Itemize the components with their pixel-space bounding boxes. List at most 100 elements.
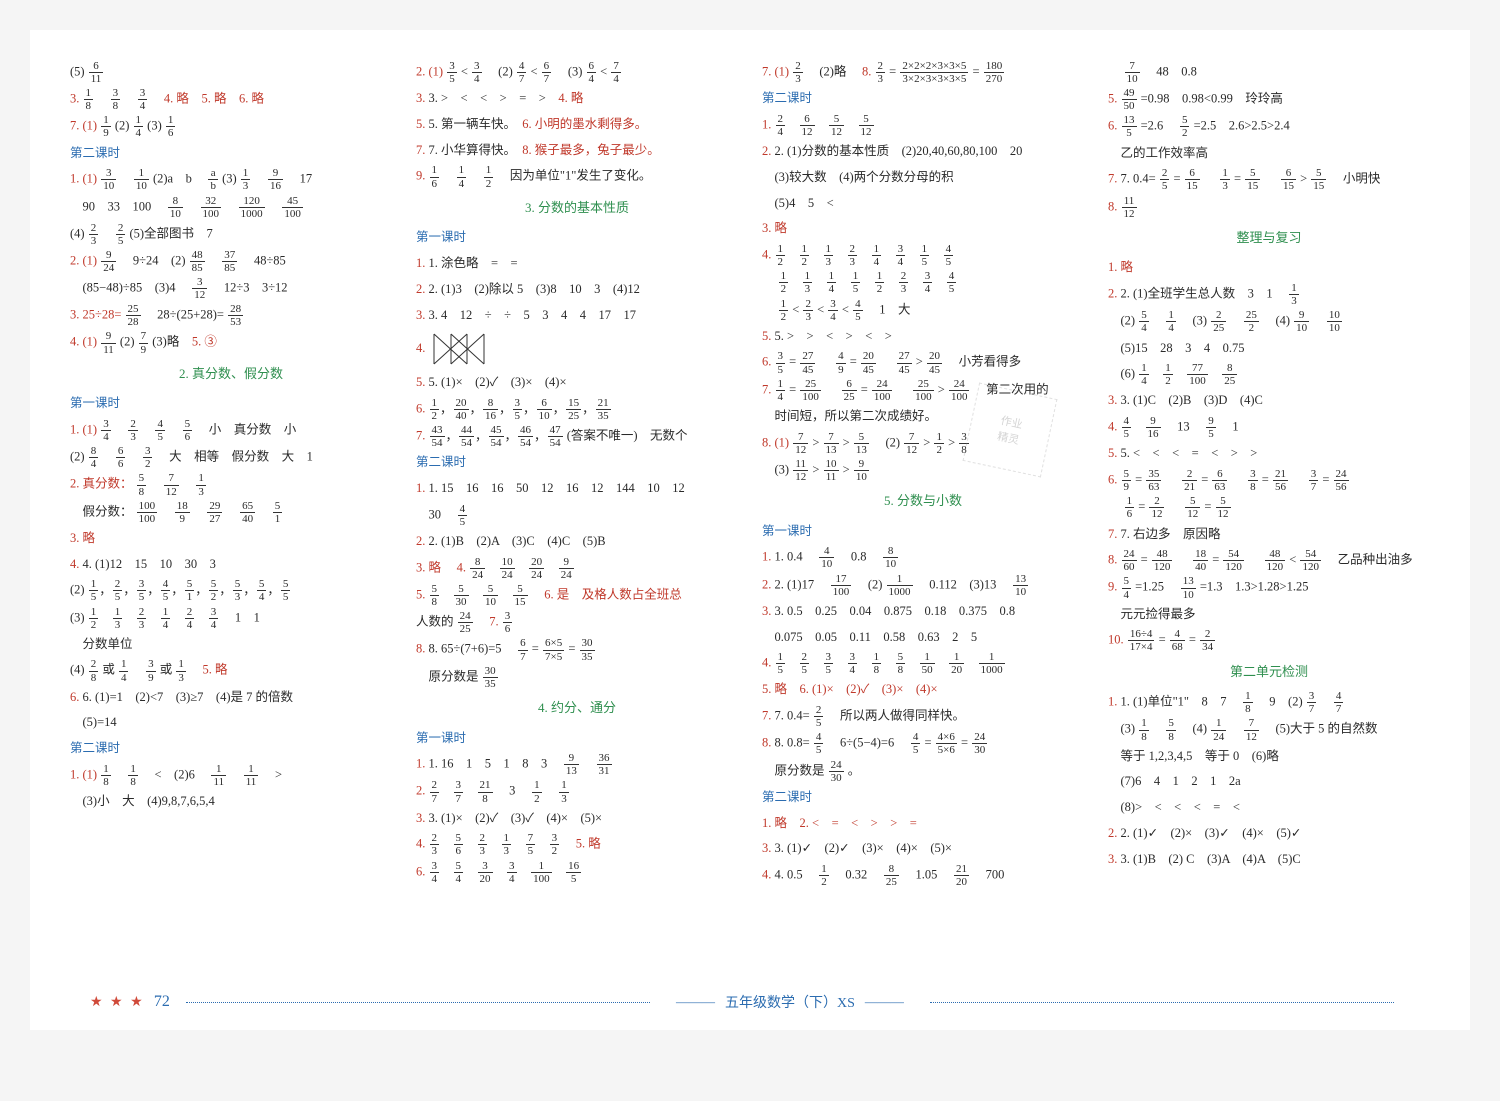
c2-l5: 9. 16 14 12 因为单位"1"发生了变化。 <box>416 164 738 189</box>
page-footer: ★ ★ ★ 72 ——— 五年级数学（下）XS ——— <box>30 992 1470 1012</box>
c2-sec1: 3. 分数的基本性质 <box>416 196 738 221</box>
c1-h3: 第二课时 <box>70 737 392 761</box>
c2-l17: 5. 58 530 510 515 6. 是 及格人数占全班总 <box>416 583 738 608</box>
c4-l20: 元元捡得最多 <box>1108 603 1430 627</box>
c4-l21: 10. 16÷417×4 = 468 = 234 <box>1108 628 1430 653</box>
c3-l5: (5)4 5 < <box>762 192 1084 216</box>
c1-l15: 3. 略 <box>70 527 392 551</box>
footer-bar-right: ——— <box>865 994 904 1010</box>
c2-l21: 1. 1. 16 1 5 1 8 3 913 3631 <box>416 752 738 777</box>
c4-l28: 3. 3. (1)B (2) C (3)A (4)A (5)C <box>1108 848 1430 872</box>
footer-center-label: 五年级数学（下）XS <box>725 992 855 1012</box>
page-number: 72 <box>154 993 170 1010</box>
c3-l10: 5. 5. > > < > < > <box>762 325 1084 349</box>
c2-l8: 3. 3. 4 12 ÷ ÷ 5 3 4 4 17 17 <box>416 304 738 328</box>
c3-h1: 第二课时 <box>762 87 1084 111</box>
c1-l19: 分数单位 <box>70 633 392 657</box>
c3-l21: 5. 略 6. (1)× (2)✓ (3)× (4)× <box>762 678 1084 702</box>
c2-l2: 3. 3. > < < > = > 4. 略 <box>416 87 738 111</box>
c3-h3: 第二课时 <box>762 786 1084 810</box>
c3-l24: 原分数是 2430 。 <box>762 759 1084 784</box>
c4-l7: 1. 略 <box>1108 256 1430 280</box>
c4-l3: 6. 135 =2.6 52 =2.5 2.6>2.5>2.4 <box>1108 114 1430 139</box>
c3-l12: 7. 14 = 25100 625 = 24100 25100 > 24100 … <box>762 378 1084 403</box>
c2-h3: 第一课时 <box>416 727 738 751</box>
c1-l17: (2) 15，25，35，45，51，52，53，54，55 <box>70 578 392 603</box>
c1-l12: (2) 84 66 32 大 相等 假分数 大 1 <box>70 445 392 470</box>
c1-l20: (4) 28 或 14 39 或 13 5. 略 <box>70 658 392 683</box>
c2-l6: 1. 1. 涂色略 = = <box>416 252 738 276</box>
c3-l13: 时间短，所以第二次成绩好。 <box>762 405 1084 429</box>
c4-l26: (8)> < < < = < <box>1108 796 1430 820</box>
c3-sec1: 5. 分数与小数 <box>762 489 1084 514</box>
c3-l25: 1. 略 2. < = < > > = <box>762 812 1084 836</box>
c1-l18: (3) 12 13 23 14 24 34 1 1 <box>70 606 392 631</box>
c1-l24: (3)小 大 (4)9,8,7,6,5,4 <box>70 790 392 814</box>
page: 作业 精灵 (5) 611 3. 18 38 34 4. 略 5. 略 6. 略… <box>30 30 1470 1030</box>
c1-l9: 3. 25÷28= 2528 28÷(25+28)= 2853 <box>70 303 392 328</box>
c2-l12: 7. 4354，4454，4554，4654，4754 (答案不唯一) 无数个 <box>416 424 738 449</box>
c1-l1: (5) 611 <box>70 60 392 85</box>
c4-l4: 乙的工作效率高 <box>1108 142 1430 166</box>
c4-l8: 2. 2. (1)全班学生总人数 3 1 13 <box>1108 282 1430 307</box>
c2-l1: 2. (1) 35 < 34 (2) 47 < 67 (3) 64 < 74 <box>416 60 738 85</box>
c4-l25: (7)6 4 1 2 1 2a <box>1108 770 1430 794</box>
dotted-line-right <box>930 1002 1394 1003</box>
c4-l23: (3) 18 58 (4) 124 712 (5)大于 5 的自然数 <box>1108 717 1430 742</box>
column-4: 710 48 0.8 5. 4950 =0.98 0.98<0.99 玲玲高 6… <box>1108 60 1430 980</box>
c3-l20: 4. 15 25 35 34 18 58 150 120 11000 <box>762 651 1084 676</box>
column-3: 7. (1) 23 (2)略 8. 23 = 2×2×2×3×3×53×2×3×… <box>762 60 1084 980</box>
c4-l5: 7. 7. 0.4= 25 = 615 13 = 515 615 > 515 小… <box>1108 167 1430 192</box>
c2-l13: 1. 1. 15 16 16 50 12 16 12 144 10 12 <box>416 477 738 501</box>
c3-l7: 4. 12 12 13 23 14 34 15 45 <box>762 243 1084 268</box>
c2-l22: 2. 27 37 218 3 12 13 <box>416 779 738 804</box>
frac: 611 <box>89 60 104 85</box>
c4-l9: (2) 54 14 (3) 225 252 (4) 910 1010 <box>1108 309 1430 334</box>
c1-h1: 第二课时 <box>70 142 392 166</box>
c2-l15: 2. 2. (1)B (2)A (3)C (4)C (5)B <box>416 530 738 554</box>
c3-l22: 7. 7. 0.4= 25 所以两人做得同样快。 <box>762 704 1084 729</box>
c1-l8: (85−48)÷85 (3)4 312 12÷3 3÷12 <box>70 276 392 301</box>
c1-l13: 2. 真分数： 58 712 13 <box>70 472 392 497</box>
c2-h2: 第二课时 <box>416 451 738 475</box>
c2-l10: 5. 5. (1)× (2)✓ (3)× (4)× <box>416 371 738 395</box>
column-1: (5) 611 3. 18 38 34 4. 略 5. 略 6. 略 7. (1… <box>70 60 392 980</box>
c2-sec2: 4. 约分、通分 <box>416 696 738 721</box>
c3-l2: 1. 24 612 512 512 <box>762 113 1084 138</box>
c4-l17: 7. 7. 右边多 原因略 <box>1108 523 1430 547</box>
c4-l2: 5. 4950 =0.98 0.98<0.99 玲玲高 <box>1108 87 1430 112</box>
c1-l11: 1. (1) 34 23 45 56 小 真分数 小 <box>70 418 392 443</box>
footer-bar-left: ——— <box>676 994 715 1010</box>
c2-l4: 7. 7. 小华算得快。 8. 猴子最多，兔子最少。 <box>416 139 738 163</box>
c3-l26: 3. 3. (1)✓ (2)✓ (3)× (4)× (5)× <box>762 837 1084 861</box>
c2-l16: 3. 略 4. 824 1024 2024 924 <box>416 556 738 581</box>
c4-l27: 2. 2. (1)✓ (2)× (3)✓ (4)× (5)✓ <box>1108 822 1430 846</box>
c1-l21: 6. 6. (1)=1 (2)<7 (3)≥7 (4)是 7 的倍数 <box>70 686 392 710</box>
c3-l27: 4. 4. 0.5 12 0.32 825 1.05 2120 700 <box>762 863 1084 888</box>
c3-l1: 7. (1) 23 (2)略 8. 23 = 2×2×2×3×3×53×2×3×… <box>762 60 1084 85</box>
c3-l14: 8. (1) 712 > 713 > 513 (2) 712 > 12 > 38 <box>762 431 1084 456</box>
c1-l2: 3. 18 38 34 4. 略 5. 略 6. 略 <box>70 87 392 112</box>
c4-l13: 4. 45 916 13 95 1 <box>1108 415 1430 440</box>
c3-l15: (3) 1112 > 1011 > 910 <box>762 458 1084 483</box>
c1-l10: 4. (1) 911 (2) 79 (3)略 5. ③ <box>70 330 392 355</box>
c2-l25: 6. 34 54 320 34 1100 165 <box>416 860 738 885</box>
c2-l3: 5. 5. 第一辆车快。 6. 小明的墨水剩得多。 <box>416 113 738 137</box>
footer-left: ★ ★ ★ 72 <box>90 993 170 1011</box>
c1-l6: (4) 23 25 (5)全部图书 7 <box>70 222 392 247</box>
c2-h1: 第一课时 <box>416 226 738 250</box>
c3-l3: 2. 2. (1)分数的基本性质 (2)20,40,60,80,100 20 <box>762 140 1084 164</box>
content-columns: (5) 611 3. 18 38 34 4. 略 5. 略 6. 略 7. (1… <box>70 60 1430 980</box>
c4-l24: 等于 1,2,3,4,5 等于 0 (6)略 <box>1108 745 1430 769</box>
c3-l4: (3)较大数 (4)两个分数分母的积 <box>762 166 1084 190</box>
c4-l16: 16 = 212 512 = 512 <box>1108 495 1430 520</box>
c3-l23: 8. 8. 0.8= 45 6÷(5−4)=6 45 = 4×65×6 = 24… <box>762 731 1084 756</box>
c3-l8: 12 13 14 15 12 23 34 45 <box>762 270 1084 295</box>
stars-icon: ★ ★ ★ <box>90 995 145 1010</box>
c1-l4: 1. (1) 310 110 (2)a b ab (3) 13 916 17 <box>70 167 392 192</box>
c2-l9: 4. <box>416 329 738 369</box>
c4-l6: 8. 1112 <box>1108 195 1430 220</box>
c3-l19: 0.075 0.05 0.11 0.58 0.63 2 5 <box>762 626 1084 650</box>
c1-l23: 1. (1) 18 18 < (2)6 111 111 > <box>70 763 392 788</box>
c1-h2: 第一课时 <box>70 392 392 416</box>
